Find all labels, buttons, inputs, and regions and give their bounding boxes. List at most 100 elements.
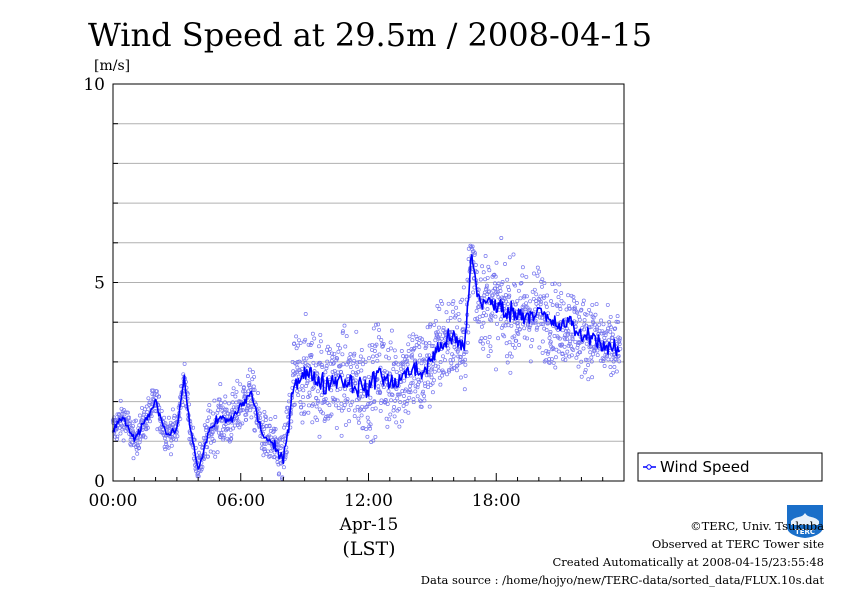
scatter-point (212, 438, 217, 443)
scatter-point (481, 346, 486, 351)
scatter-point (400, 362, 405, 367)
scatter-point (506, 301, 510, 306)
scatter-point (410, 380, 415, 385)
scatter-point (221, 435, 226, 440)
scatter-point (556, 295, 561, 300)
scatter-point (549, 357, 554, 362)
scatter-point (229, 432, 234, 437)
scatter-point (436, 334, 440, 339)
scatter-point (528, 323, 533, 328)
scatter-point (505, 360, 510, 365)
scatter-point (589, 359, 594, 364)
scatter-point (590, 314, 595, 319)
scatter-point (356, 370, 361, 375)
scatter-point (191, 425, 196, 430)
x-axis-timezone-label: (LST) (342, 538, 395, 560)
scatter-point (374, 322, 378, 327)
x-axis-ticks: 00:00 06:00 12:00 18:00 (89, 473, 604, 511)
scatter-point (348, 357, 353, 362)
scatter-point (524, 294, 529, 299)
scatter-point (204, 425, 209, 430)
scatter-point (175, 434, 180, 439)
scatter-point (584, 341, 589, 346)
scatter-point (356, 420, 361, 425)
scatter-point (257, 411, 262, 416)
scatter-point (299, 405, 304, 410)
scatter-point (294, 334, 299, 339)
scatter-point (457, 317, 462, 322)
scatter-point (332, 368, 337, 373)
scatter-point (297, 387, 302, 392)
scatter-point (406, 342, 411, 347)
scatter-point (162, 436, 167, 441)
scatter-point (404, 354, 409, 359)
scatter-point (296, 393, 301, 398)
scatter-point (378, 390, 383, 395)
scatter-point (603, 333, 608, 338)
scatter-point (499, 282, 504, 287)
scatter-point (386, 389, 391, 394)
scatter-point (221, 437, 226, 442)
scatter-point (332, 351, 337, 356)
scatter-point (219, 433, 224, 438)
scatter-point (595, 348, 600, 353)
scatter-point (410, 352, 415, 357)
scatter-point (436, 364, 441, 369)
scatter-point (171, 415, 176, 420)
scatter-point (612, 327, 617, 331)
scatter-point (218, 382, 223, 387)
scatter-point (455, 325, 460, 330)
scatter-point (504, 320, 509, 324)
scatter-point (249, 415, 254, 420)
scatter-point (391, 408, 396, 413)
scatter-point (292, 341, 297, 346)
scatter-point (343, 387, 348, 392)
scatter-point (537, 345, 542, 350)
scatter-point (507, 288, 511, 292)
scatter-point (562, 333, 567, 338)
scatter-point (429, 344, 434, 349)
scatter-point (307, 393, 312, 398)
scatter-point (566, 343, 571, 348)
scatter-point (581, 298, 586, 303)
scatter-point (539, 299, 543, 304)
scatter-point (352, 414, 357, 419)
scatter-point (524, 274, 529, 279)
scatter-point (557, 282, 562, 287)
scatter-point (347, 419, 352, 424)
scatter-point (489, 318, 494, 323)
scatter-point (315, 418, 320, 423)
scatter-point (576, 364, 581, 369)
scatter-point (378, 408, 383, 413)
scatter-point (548, 339, 553, 344)
scatter-point (551, 360, 556, 365)
scatter-point (578, 350, 583, 355)
scatter-point (292, 402, 297, 407)
scatter-point (283, 422, 288, 427)
scatter-point (272, 426, 276, 431)
scatter-point (449, 361, 454, 366)
scatter-point (164, 439, 168, 444)
x-tick-label: 06:00 (216, 491, 265, 511)
scatter-point (463, 362, 468, 367)
scatter-point (484, 283, 489, 288)
scatter-point (588, 350, 593, 355)
scatter-point (365, 415, 370, 420)
scatter-point (141, 412, 146, 417)
scatter-point (351, 361, 356, 366)
scatter-point (359, 348, 364, 352)
scatter-point (272, 450, 277, 455)
y-axis-unit-label: [m/s] (94, 58, 130, 74)
scatter-point (383, 398, 388, 402)
scatter-point (550, 282, 555, 287)
scatter-point (538, 302, 543, 307)
scatter-point (373, 406, 378, 411)
scatter-point (484, 285, 489, 290)
scatter-point (219, 431, 224, 435)
scatter-point (322, 418, 327, 423)
scatter-point (610, 332, 615, 337)
series-line-layer (112, 254, 621, 470)
scatter-point (451, 366, 456, 371)
scatter-point (540, 339, 545, 344)
scatter-points (111, 236, 623, 481)
